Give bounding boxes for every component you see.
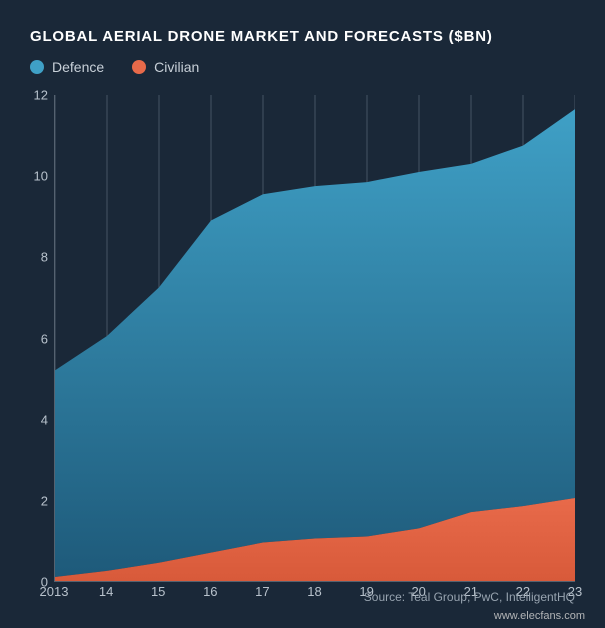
- legend-label-defence: Defence: [52, 59, 104, 75]
- legend-item-defence: Defence: [30, 59, 104, 75]
- watermark-text: www.elecfans.com: [494, 610, 585, 622]
- y-tick: 4: [41, 412, 48, 427]
- chart-title: GLOBAL AERIAL DRONE MARKET AND FORECASTS…: [30, 28, 575, 45]
- y-axis: 024681012: [30, 95, 54, 582]
- legend-label-civilian: Civilian: [154, 59, 199, 75]
- y-tick: 10: [34, 169, 48, 184]
- y-tick: 12: [34, 88, 48, 103]
- chart-region: 024681012 201314151617181920212: [54, 95, 575, 582]
- x-tick: 18: [307, 584, 321, 599]
- source-text: Source: Teal Group, PwC, IntelligentHQ: [364, 590, 575, 604]
- legend-item-civilian: Civilian: [132, 59, 199, 75]
- legend-swatch-defence: [30, 60, 44, 74]
- y-tick: 6: [41, 331, 48, 346]
- chart-container: GLOBAL AERIAL DRONE MARKET AND FORECASTS…: [0, 0, 605, 628]
- x-tick: 17: [255, 584, 269, 599]
- x-tick: 2013: [40, 584, 69, 599]
- y-tick: 8: [41, 250, 48, 265]
- legend: Defence Civilian: [30, 59, 575, 75]
- area-svg: [55, 95, 575, 581]
- y-tick: 2: [41, 493, 48, 508]
- plot-area: [54, 95, 575, 582]
- x-tick: 16: [203, 584, 217, 599]
- legend-swatch-civilian: [132, 60, 146, 74]
- x-tick: 15: [151, 584, 165, 599]
- x-tick: 14: [99, 584, 113, 599]
